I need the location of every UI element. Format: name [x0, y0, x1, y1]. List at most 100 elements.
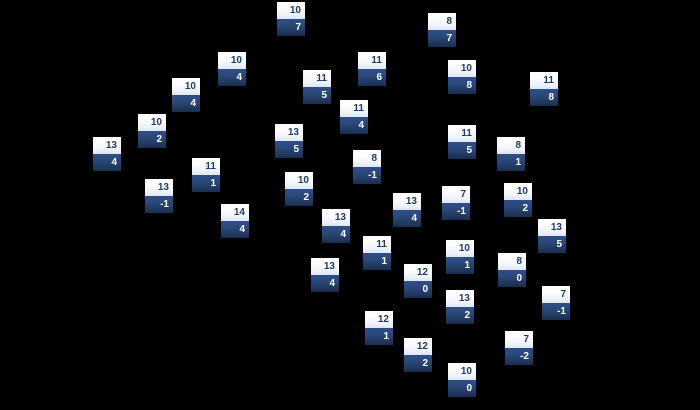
value-card[interactable]: 10 0	[448, 363, 476, 397]
value-card-top: 13	[322, 209, 350, 226]
value-card-top: 7	[542, 286, 570, 303]
value-card-top: 10	[138, 114, 166, 131]
value-card-bottom: -1	[442, 203, 470, 220]
value-card-top: 13	[145, 179, 173, 196]
value-card-bottom: 0	[404, 281, 432, 298]
value-card-bottom: 5	[275, 141, 303, 158]
value-card-top: 14	[221, 204, 249, 221]
value-card-bottom: 1	[365, 328, 393, 345]
value-card-bottom: -2	[505, 348, 533, 365]
value-card-top: 13	[93, 137, 121, 154]
value-card-top: 12	[404, 338, 432, 355]
value-card-top: 13	[446, 290, 474, 307]
value-card[interactable]: 14 4	[221, 204, 249, 238]
value-card[interactable]: 10 1	[446, 240, 474, 274]
value-card[interactable]: 13 4	[93, 137, 121, 171]
value-card-bottom: 5	[538, 236, 566, 253]
value-card[interactable]: 13 -1	[145, 179, 173, 213]
value-card[interactable]: 13 5	[538, 219, 566, 253]
value-card-top: 10	[448, 60, 476, 77]
value-card-top: 12	[365, 311, 393, 328]
value-card-bottom: 5	[448, 142, 476, 159]
value-card-top: 13	[275, 124, 303, 141]
value-card-bottom: 4	[221, 221, 249, 238]
value-card[interactable]: 13 5	[275, 124, 303, 158]
value-card-bottom: 2	[138, 131, 166, 148]
value-card-top: 11	[340, 100, 368, 117]
value-card-bottom: 7	[277, 19, 305, 36]
value-card-bottom: 4	[322, 226, 350, 243]
value-card-bottom: 7	[428, 30, 456, 47]
value-card-top: 11	[363, 236, 391, 253]
value-card-bottom: 2	[446, 307, 474, 324]
value-card[interactable]: 13 4	[311, 258, 339, 292]
value-card-top: 8	[353, 150, 381, 167]
value-card-top: 11	[303, 70, 331, 87]
value-card-bottom: -1	[145, 196, 173, 213]
value-card[interactable]: 11 1	[192, 158, 220, 192]
value-card-bottom: 2	[504, 200, 532, 217]
value-card-bottom: 8	[530, 89, 558, 106]
value-card-top: 11	[448, 125, 476, 142]
value-card-bottom: -1	[542, 303, 570, 320]
value-card[interactable]: 10 4	[218, 52, 246, 86]
value-card-bottom: 2	[285, 189, 313, 206]
value-card-top: 8	[498, 253, 526, 270]
value-card-top: 7	[505, 331, 533, 348]
value-card[interactable]: 11 5	[303, 70, 331, 104]
value-card-top: 13	[393, 193, 421, 210]
value-card-bottom: 0	[498, 270, 526, 287]
value-card[interactable]: 12 0	[404, 264, 432, 298]
value-card-bottom: 8	[448, 77, 476, 94]
value-card-bottom: 2	[404, 355, 432, 372]
value-card-bottom: -1	[353, 167, 381, 184]
value-card[interactable]: 11 6	[358, 52, 386, 86]
value-card-top: 13	[311, 258, 339, 275]
value-card-bottom: 4	[218, 69, 246, 86]
value-card[interactable]: 12 1	[365, 311, 393, 345]
value-card[interactable]: 13 2	[446, 290, 474, 324]
value-card-top: 10	[172, 78, 200, 95]
value-card[interactable]: 13 4	[322, 209, 350, 243]
value-card-bottom: 4	[172, 95, 200, 112]
value-card[interactable]: 11 8	[530, 72, 558, 106]
value-card-bottom: 4	[93, 154, 121, 171]
value-card[interactable]: 8 -1	[353, 150, 381, 184]
value-card-bottom: 4	[311, 275, 339, 292]
value-card[interactable]: 11 1	[363, 236, 391, 270]
value-card-top: 10	[448, 363, 476, 380]
value-card[interactable]: 11 5	[448, 125, 476, 159]
value-card[interactable]: 10 7	[277, 2, 305, 36]
value-card[interactable]: 7 -1	[442, 186, 470, 220]
value-card[interactable]: 10 8	[448, 60, 476, 94]
value-card-top: 10	[285, 172, 313, 189]
value-card-bottom: 5	[303, 87, 331, 104]
value-card-bottom: 6	[358, 69, 386, 86]
value-card[interactable]: 12 2	[404, 338, 432, 372]
value-card-top: 10	[277, 2, 305, 19]
value-card-top: 11	[530, 72, 558, 89]
value-card[interactable]: 10 2	[504, 183, 532, 217]
value-card[interactable]: 11 4	[340, 100, 368, 134]
value-card-bottom: 1	[363, 253, 391, 270]
value-card-top: 10	[504, 183, 532, 200]
value-card-top: 10	[446, 240, 474, 257]
value-card-top: 10	[218, 52, 246, 69]
value-card[interactable]: 10 2	[138, 114, 166, 148]
value-card-bottom: 4	[393, 210, 421, 227]
value-card-bottom: 1	[497, 154, 525, 171]
value-card[interactable]: 10 4	[172, 78, 200, 112]
value-card[interactable]: 13 4	[393, 193, 421, 227]
value-card-bottom: 0	[448, 380, 476, 397]
value-card-bottom: 4	[340, 117, 368, 134]
value-card-bottom: 1	[192, 175, 220, 192]
value-card[interactable]: 10 2	[285, 172, 313, 206]
value-card-top: 13	[538, 219, 566, 236]
value-card-top: 8	[428, 13, 456, 30]
value-card[interactable]: 7 -2	[505, 331, 533, 365]
value-card[interactable]: 7 -1	[542, 286, 570, 320]
value-card-top: 8	[497, 137, 525, 154]
